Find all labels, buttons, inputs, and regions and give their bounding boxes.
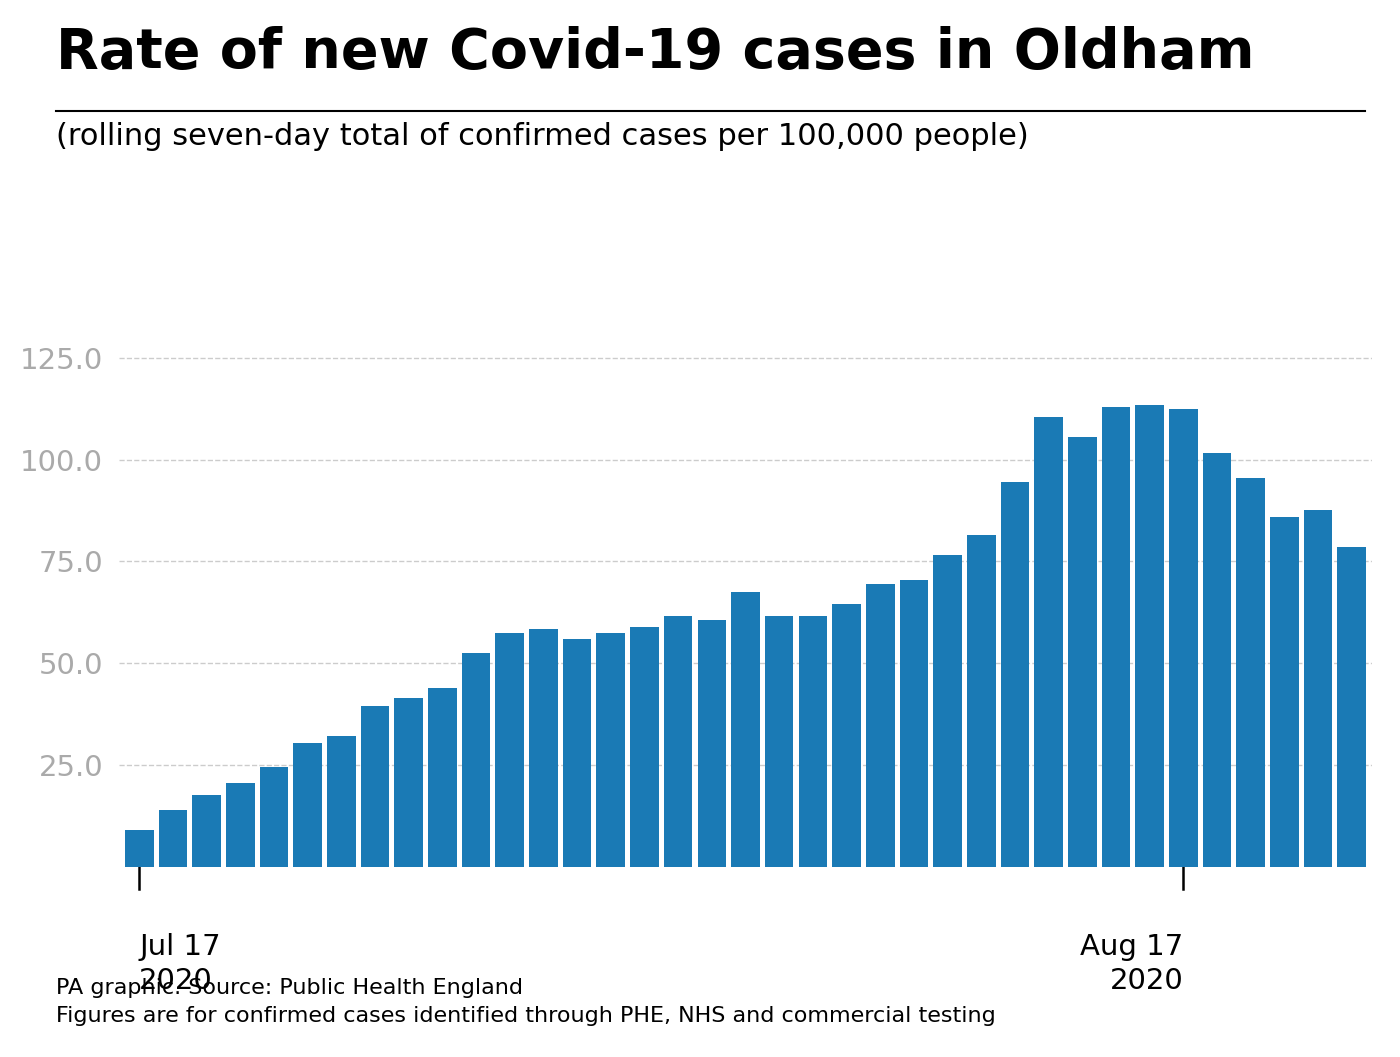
Bar <box>867 583 895 867</box>
Text: Figures are for confirmed cases identified through PHE, NHS and commercial testi: Figures are for confirmed cases identifi… <box>56 1006 995 1026</box>
Bar <box>630 627 659 867</box>
Text: Aug 17
2020: Aug 17 2020 <box>1081 932 1183 996</box>
Text: (rolling seven-day total of confirmed cases per 100,000 people): (rolling seven-day total of confirmed ca… <box>56 122 1029 150</box>
Bar <box>764 616 794 867</box>
Bar <box>832 605 861 867</box>
Bar <box>192 796 221 867</box>
Bar <box>395 698 423 867</box>
Bar <box>596 633 624 867</box>
Bar <box>1068 438 1096 867</box>
Bar <box>462 653 490 867</box>
Bar <box>1102 407 1130 867</box>
Bar <box>1337 548 1366 867</box>
Bar <box>934 555 962 867</box>
Bar <box>1001 482 1029 867</box>
Bar <box>328 737 356 867</box>
Bar <box>1236 478 1266 867</box>
Bar <box>125 830 154 867</box>
Text: PA graphic. Source: Public Health England: PA graphic. Source: Public Health Englan… <box>56 978 524 998</box>
Bar <box>563 638 591 867</box>
Bar <box>496 633 524 867</box>
Bar <box>664 616 693 867</box>
Bar <box>900 579 928 867</box>
Bar <box>731 592 760 867</box>
Bar <box>798 616 827 867</box>
Bar <box>529 629 557 867</box>
Bar <box>967 535 995 867</box>
Bar <box>361 706 389 867</box>
Bar <box>259 767 288 867</box>
Bar <box>1135 405 1163 867</box>
Bar <box>1035 416 1063 867</box>
Bar <box>294 743 322 867</box>
Bar <box>1270 517 1299 867</box>
Bar <box>697 620 727 867</box>
Bar <box>1303 511 1333 867</box>
Bar <box>428 688 456 867</box>
Bar <box>158 810 188 867</box>
Text: Jul 17
2020: Jul 17 2020 <box>139 932 221 996</box>
Bar <box>1203 453 1232 867</box>
Bar <box>225 783 255 867</box>
Bar <box>1169 409 1197 867</box>
Text: Rate of new Covid-19 cases in Oldham: Rate of new Covid-19 cases in Oldham <box>56 26 1254 80</box>
